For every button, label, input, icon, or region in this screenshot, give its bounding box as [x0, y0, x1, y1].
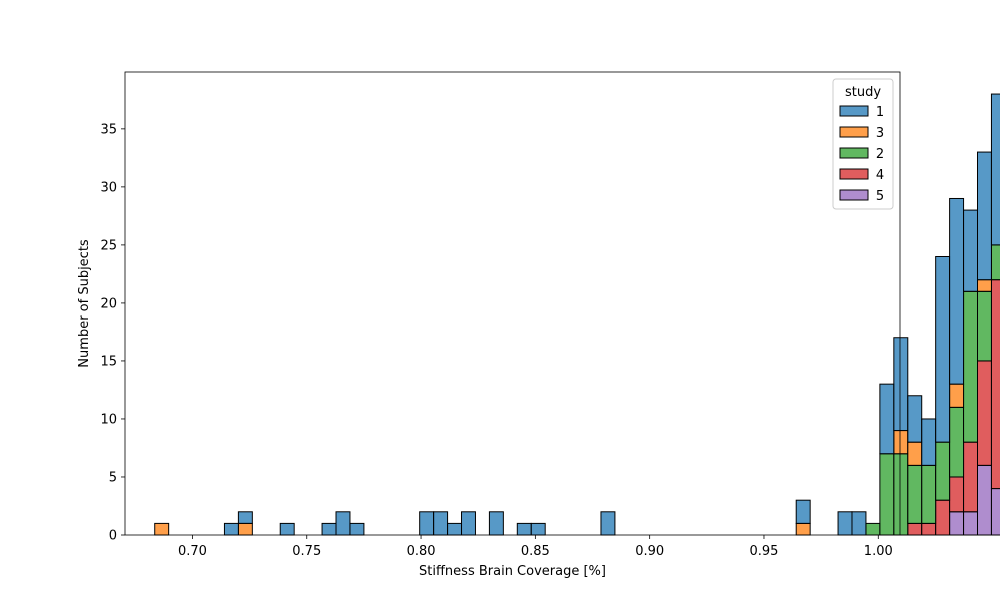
- bar-study-1: [530, 522, 546, 536]
- bar-study-5: [949, 511, 965, 536]
- x-tick-label: 0.90: [635, 544, 664, 559]
- bar-study-1: [461, 511, 476, 536]
- bar-study-1: [488, 511, 504, 536]
- bar-study-4: [963, 441, 978, 513]
- legend-swatch-study-5: [839, 189, 869, 201]
- bar-study-2: [879, 453, 895, 536]
- bar-study-1: [237, 511, 253, 524]
- y-tick-label: 20: [100, 296, 117, 311]
- bar-study-3: [795, 522, 811, 536]
- legend-swatch-study-2: [839, 147, 869, 159]
- bar-study-4: [935, 499, 951, 536]
- legend: study 1 3 2 4 5: [832, 78, 894, 210]
- x-tick-label: 0.95: [749, 544, 778, 559]
- bar-study-1: [837, 511, 853, 536]
- bar-study-4: [977, 360, 992, 466]
- bar-study-2: [865, 522, 881, 536]
- bar-study-1: [516, 522, 532, 536]
- bar-study-5: [977, 464, 992, 536]
- bar-study-2: [935, 441, 951, 501]
- legend-swatch-study-3: [839, 126, 869, 138]
- bar-study-3: [154, 522, 170, 536]
- bar-study-1: [419, 511, 435, 536]
- bar-study-3: [949, 383, 965, 408]
- bar-study-2: [977, 290, 992, 362]
- x-axis-label: Stiffness Brain Coverage [%]: [419, 564, 606, 579]
- bar-study-2: [990, 244, 1000, 281]
- bar-study-4: [949, 476, 965, 513]
- y-tick-label: 5: [109, 470, 117, 485]
- bar-study-1: [795, 499, 811, 524]
- bar-study-4: [921, 522, 937, 536]
- bar-study-4: [990, 279, 1000, 490]
- bar-study-1: [321, 522, 337, 536]
- bar-study-2: [963, 290, 978, 443]
- bar-study-1: [907, 395, 923, 443]
- bar-study-1: [223, 522, 239, 536]
- bar-study-1: [893, 337, 909, 432]
- y-axis-ticks: 0 5 10 15 20 25 30 35: [100, 122, 125, 544]
- y-tick-label: 10: [100, 412, 117, 427]
- bar-study-1: [990, 93, 1000, 246]
- bar-study-1: [879, 383, 895, 455]
- bar-study-3: [893, 430, 909, 455]
- x-tick-label: 0.85: [521, 544, 550, 559]
- legend-label-study-2: 2: [876, 147, 884, 162]
- bar-study-2: [893, 453, 909, 536]
- legend-label-study-4: 4: [876, 168, 884, 183]
- bar-study-2: [949, 406, 965, 478]
- bar-study-3: [237, 522, 253, 536]
- legend-label-study-5: 5: [876, 189, 884, 204]
- legend-title: study: [845, 85, 881, 100]
- legend-label-study-1: 1: [876, 105, 884, 120]
- bar-study-3: [907, 441, 923, 466]
- y-tick-label: 35: [100, 122, 117, 137]
- legend-swatch-study-1: [839, 105, 869, 117]
- bar-study-5: [963, 511, 978, 536]
- bar-study-3: [977, 279, 992, 292]
- x-tick-label: 0.75: [292, 544, 321, 559]
- bar-study-5: [990, 488, 1000, 536]
- bar-study-1: [600, 511, 616, 536]
- plot-frame: [124, 71, 901, 536]
- x-tick-label: 0.80: [407, 544, 436, 559]
- bar-study-1: [335, 511, 351, 536]
- bar-study-2: [921, 464, 937, 524]
- bar-study-1: [447, 522, 463, 536]
- bar-study-4: [907, 522, 923, 536]
- bar-study-1: [433, 511, 449, 536]
- bar-study-1: [935, 256, 951, 443]
- legend-label-study-3: 3: [876, 126, 884, 141]
- bar-study-1: [349, 522, 365, 536]
- y-tick-label: 25: [100, 238, 117, 253]
- bar-study-1: [279, 522, 295, 536]
- y-tick-label: 0: [109, 529, 117, 544]
- x-tick-label: 1.00: [864, 544, 893, 559]
- bar-study-1: [921, 418, 937, 466]
- y-tick-label: 15: [100, 354, 117, 369]
- legend-items: 1 3 2 4 5: [839, 105, 884, 204]
- bar-study-1: [977, 151, 992, 281]
- bars-layer: [154, 93, 1000, 536]
- bar-study-1: [949, 197, 965, 385]
- x-tick-label: 0.70: [178, 544, 207, 559]
- bar-study-1: [851, 511, 867, 536]
- legend-swatch-study-4: [839, 168, 869, 180]
- y-axis-label: Number of Subjects: [77, 239, 92, 368]
- bar-study-1: [963, 209, 978, 292]
- x-axis-ticks: 0.70 0.75 0.80 0.85 0.90 0.95 1.00: [178, 535, 893, 559]
- y-tick-label: 30: [100, 180, 117, 195]
- bar-study-2: [907, 464, 923, 524]
